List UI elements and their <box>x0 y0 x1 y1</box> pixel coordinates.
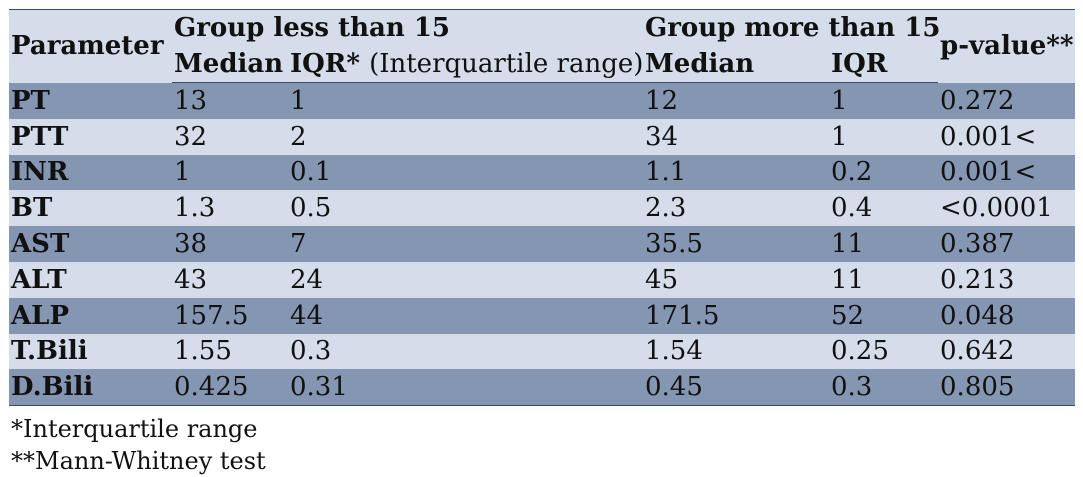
header-parameter: Parameter <box>9 9 172 83</box>
median-more-cell: 45 <box>643 261 829 298</box>
header-group-more: Group more than 15 <box>643 9 940 46</box>
p-value-cell: 0.387 <box>938 226 1076 262</box>
footnote-iqr: *Interquartile range <box>11 415 258 443</box>
p-value-cell: 0.805 <box>938 369 1076 407</box>
iqr-less-cell: 0.3 <box>288 333 643 370</box>
footnotes: *Interquartile range **Mann-Whitney test <box>11 413 266 477</box>
median-more-cell: 1.54 <box>643 333 829 370</box>
median-more-cell: 171.5 <box>643 297 829 334</box>
parameter-cell: T.Bili <box>9 333 172 370</box>
p-value-cell: 0.001< <box>938 118 1076 155</box>
median-less-cell: 1.55 <box>172 333 288 370</box>
table-row: BT 1.3 0.5 2.3 0.4 <0.0001 <box>9 190 1076 227</box>
parameter-cell: INR <box>9 154 172 191</box>
p-value-cell: <0.0001 <box>938 190 1076 227</box>
header-row-1: Parameter Group less than 15 Group more … <box>9 9 1076 83</box>
p-value-cell: 0.642 <box>938 333 1076 370</box>
median-more-cell: 0.45 <box>643 369 829 407</box>
iqr-more-cell: 0.3 <box>829 369 939 407</box>
iqr-less-cell: 7 <box>288 226 643 262</box>
p-value-cell: 0.048 <box>938 297 1076 334</box>
parameter-cell: BT <box>9 190 172 227</box>
median-less-cell: 13 <box>172 82 288 119</box>
iqr-more-cell: 11 <box>829 261 939 298</box>
median-less-cell: 32 <box>172 118 288 155</box>
median-more-cell: 35.5 <box>643 226 829 262</box>
iqr-less-cell: 44 <box>288 297 643 334</box>
table-row: AST 38 7 35.5 11 0.387 <box>9 226 1076 262</box>
header-median-more: Median <box>643 46 829 83</box>
iqr-less-cell: 0.1 <box>288 154 643 191</box>
iqr-less-cell: 2 <box>288 118 643 155</box>
header-group-less: Group less than 15 <box>172 9 643 46</box>
table-body: PT 13 1 12 1 0.272 PTT 32 2 34 1 0.001< INR 1 0.1 1.1 0.… <box>9 82 1076 407</box>
header-median-less: Median <box>172 46 288 83</box>
footnote-test: **Mann-Whitney test <box>11 447 266 475</box>
median-less-cell: 0.425 <box>172 369 288 407</box>
median-less-cell: 1.3 <box>172 190 288 227</box>
median-more-cell: 34 <box>643 118 829 155</box>
table-row: PT 13 1 12 1 0.272 <box>9 82 1076 119</box>
iqr-more-cell: 1 <box>829 82 939 119</box>
median-more-cell: 1.1 <box>643 154 829 191</box>
median-more-cell: 12 <box>643 82 829 119</box>
p-value-cell: 0.213 <box>938 261 1076 298</box>
table-row: ALT 43 24 45 11 0.213 <box>9 261 1076 298</box>
header-iqr-less-note: (Interquartile range) <box>369 49 644 79</box>
parameter-cell: AST <box>9 226 172 262</box>
header-iqr-less-label: IQR* <box>290 49 361 79</box>
header-iqr-more: IQR <box>829 46 939 83</box>
table-header: Parameter Group less than 15 Group more … <box>9 9 1076 83</box>
table-row: D.Bili 0.425 0.31 0.45 0.3 0.805 <box>9 369 1076 407</box>
iqr-more-cell: 0.2 <box>829 154 939 191</box>
median-less-cell: 38 <box>172 226 288 262</box>
iqr-less-cell: 0.5 <box>288 190 643 227</box>
iqr-more-cell: 0.25 <box>829 333 939 370</box>
iqr-more-cell: 52 <box>829 297 939 334</box>
parameter-cell: ALT <box>9 261 172 298</box>
results-table: Parameter Group less than 15 Group more … <box>9 9 1076 407</box>
header-p-value: p-value** <box>938 9 1076 83</box>
median-less-cell: 1 <box>172 154 288 191</box>
iqr-less-cell: 24 <box>288 261 643 298</box>
iqr-more-cell: 0.4 <box>829 190 939 227</box>
parameter-cell: ALP <box>9 297 172 334</box>
table-row: ALP 157.5 44 171.5 52 0.048 <box>9 297 1076 334</box>
median-more-cell: 2.3 <box>643 190 829 227</box>
table-row: PTT 32 2 34 1 0.001< <box>9 118 1076 155</box>
iqr-more-cell: 11 <box>829 226 939 262</box>
p-value-cell: 0.001< <box>938 154 1076 191</box>
parameter-cell: PTT <box>9 118 172 155</box>
header-iqr-less: IQR* (Interquartile range) <box>288 46 643 83</box>
parameter-cell: PT <box>9 82 172 119</box>
iqr-more-cell: 1 <box>829 118 939 155</box>
parameter-cell: D.Bili <box>9 369 172 407</box>
table-row: INR 1 0.1 1.1 0.2 0.001< <box>9 154 1076 191</box>
median-less-cell: 43 <box>172 261 288 298</box>
p-value-cell: 0.272 <box>938 82 1076 119</box>
iqr-less-cell: 0.31 <box>288 369 643 407</box>
results-table-container: Parameter Group less than 15 Group more … <box>9 9 1076 407</box>
median-less-cell: 157.5 <box>172 297 288 334</box>
header-row-2: Median IQR* (Interquartile range) Median… <box>9 46 1075 83</box>
iqr-less-cell: 1 <box>288 82 643 119</box>
table-row: T.Bili 1.55 0.3 1.54 0.25 0.642 <box>9 333 1076 370</box>
